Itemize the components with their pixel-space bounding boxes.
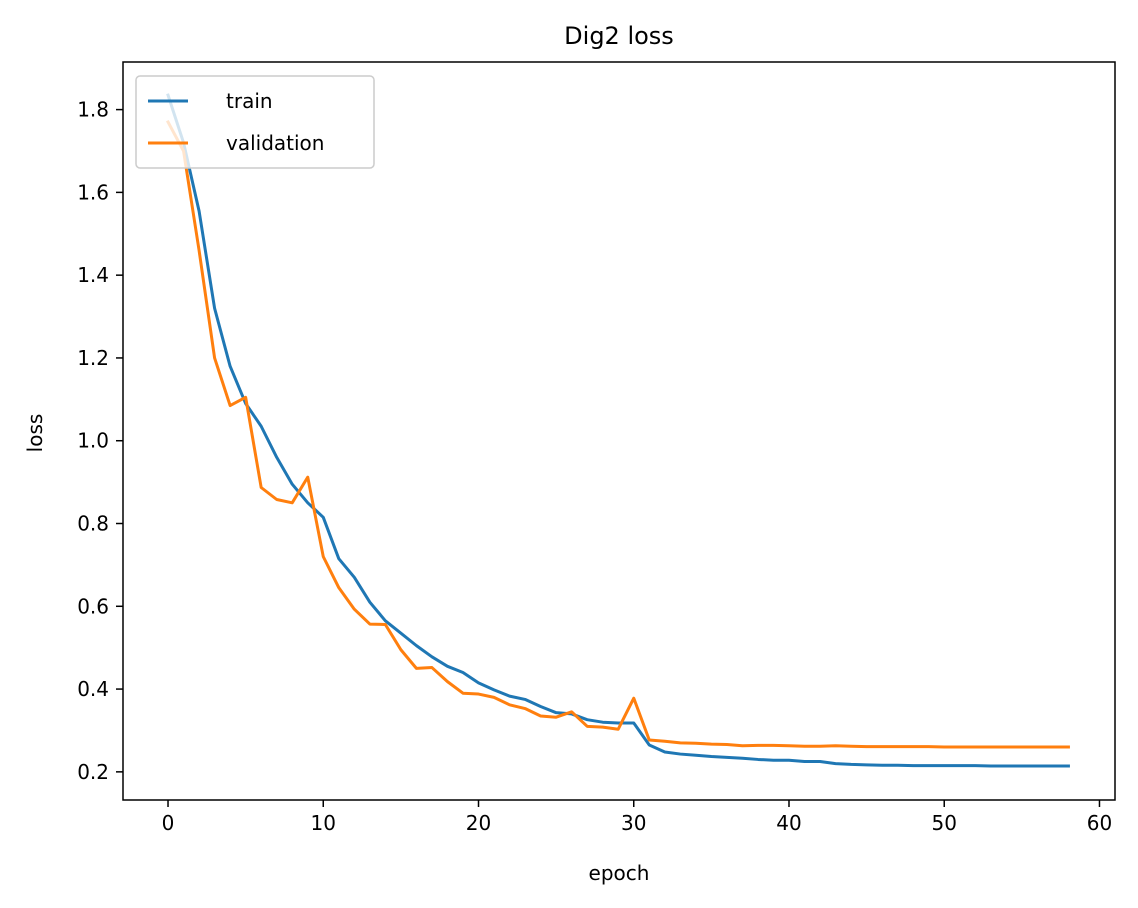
- x-tick-label: 20: [466, 811, 491, 835]
- x-axis-ticks: 0 10 20 30 40 50 60: [162, 800, 1112, 835]
- y-tick-label: 1.2: [77, 346, 109, 370]
- x-axis-label: epoch: [589, 861, 650, 885]
- chart-title: Dig2 loss: [564, 22, 674, 50]
- x-tick-label: 50: [932, 811, 957, 835]
- series-line-train: [166, 93, 1070, 768]
- y-tick-label: 1.0: [77, 429, 109, 453]
- legend: train validation: [135, 75, 375, 169]
- x-tick-label: 40: [776, 811, 801, 835]
- x-tick-label: 10: [311, 811, 336, 835]
- y-tick-label: 1.8: [77, 98, 109, 122]
- y-tick-label: 0.8: [77, 512, 109, 536]
- y-tick-label: 0.6: [77, 594, 109, 618]
- x-tick-label: 60: [1087, 811, 1112, 835]
- y-axis-ticks: 0.2 0.4 0.6 0.8 1.0 1.2 1.4 1.6 1.8: [77, 98, 123, 784]
- y-axis-label: loss: [23, 414, 47, 453]
- plot-lines: [165, 93, 1070, 768]
- series-line-validation: [165, 119, 1070, 749]
- legend-label-validation: validation: [226, 131, 324, 155]
- y-tick-label: 1.4: [77, 263, 109, 287]
- y-tick-label: 1.6: [77, 180, 109, 204]
- x-tick-label: 0: [162, 811, 175, 835]
- plot-frame: [122, 61, 1116, 801]
- legend-box: [135, 75, 375, 169]
- legend-label-train: train: [226, 89, 273, 113]
- y-tick-label: 0.4: [77, 677, 109, 701]
- x-tick-label: 30: [621, 811, 646, 835]
- y-tick-label: 0.2: [77, 760, 109, 784]
